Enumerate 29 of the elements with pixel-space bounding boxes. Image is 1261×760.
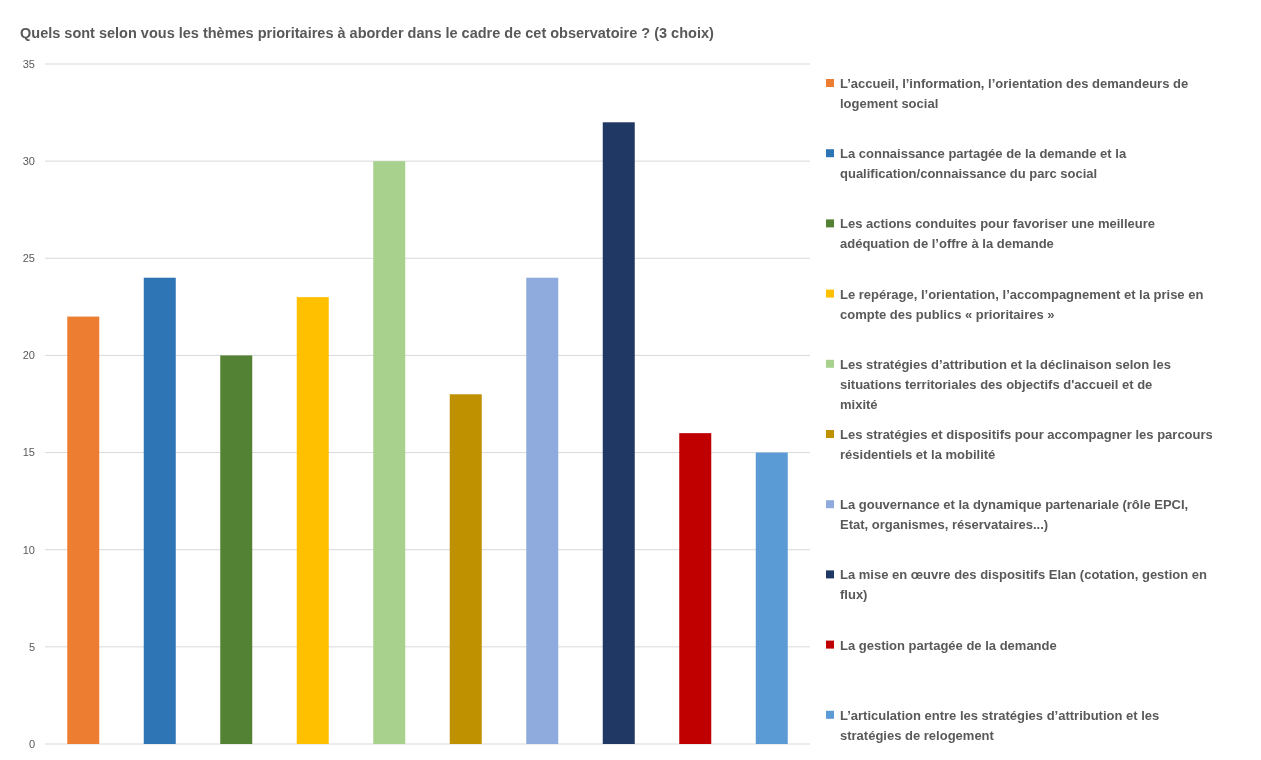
legend-label: La mise en œuvre des dispositifs Elan (cotation, gestion en flux) (840, 567, 1208, 603)
y-tick-label: 0 (28, 737, 35, 750)
y-tick-label: 5 (28, 640, 35, 653)
legend-label: Les stratégies d’attribution et la déclinaison selon les situations territoriales des objectifs d'accueil et de mixité (840, 356, 1171, 412)
y-tick-label: 20 (22, 349, 35, 362)
chart-title: Quels sont selon vous les thèmes prioritaires à aborder dans le cadre de cet observatoire ? (3 choix) (20, 25, 714, 41)
bar (67, 316, 100, 744)
bar (755, 452, 788, 744)
bar (143, 277, 176, 744)
legend-label: La gouvernance et la dynamique partenariale (rôle EPCI, Etat, organismes, réservataires...) (840, 497, 1189, 533)
legend-label: La gestion partagée de la demande (840, 637, 1057, 653)
legend-label: Le repérage, l’orientation, l’accompagnement et la prise en compte des publics « prioritaires » (840, 286, 1204, 322)
bar (296, 297, 329, 744)
y-tick-label: 30 (22, 154, 35, 167)
bar (679, 433, 712, 744)
bar (220, 355, 253, 744)
legend-label: La connaissance partagée de la demande et la qualification/connaissance du parc social (840, 146, 1127, 182)
legend-label: L’articulation entre les stratégies d’attribution et les stratégies de relogement (840, 707, 1160, 743)
legend-label: Les actions conduites pour favoriser une meilleure adéquation de l’offre à la demande (840, 216, 1155, 252)
y-tick-label: 25 (22, 252, 35, 265)
legend-label: L’accueil, l’information, l’orientation des demandeurs de logement social (840, 76, 1189, 111)
y-tick-label: 10 (22, 543, 35, 556)
y-tick-label: 15 (22, 446, 35, 459)
bar (526, 277, 559, 744)
bar (373, 161, 406, 744)
y-tick-label: 35 (22, 57, 35, 70)
bar (602, 122, 635, 744)
bar (449, 394, 482, 744)
legend-label: Les stratégies et dispositifs pour accompagner les parcours résidentiels et la mobilité (840, 427, 1213, 462)
